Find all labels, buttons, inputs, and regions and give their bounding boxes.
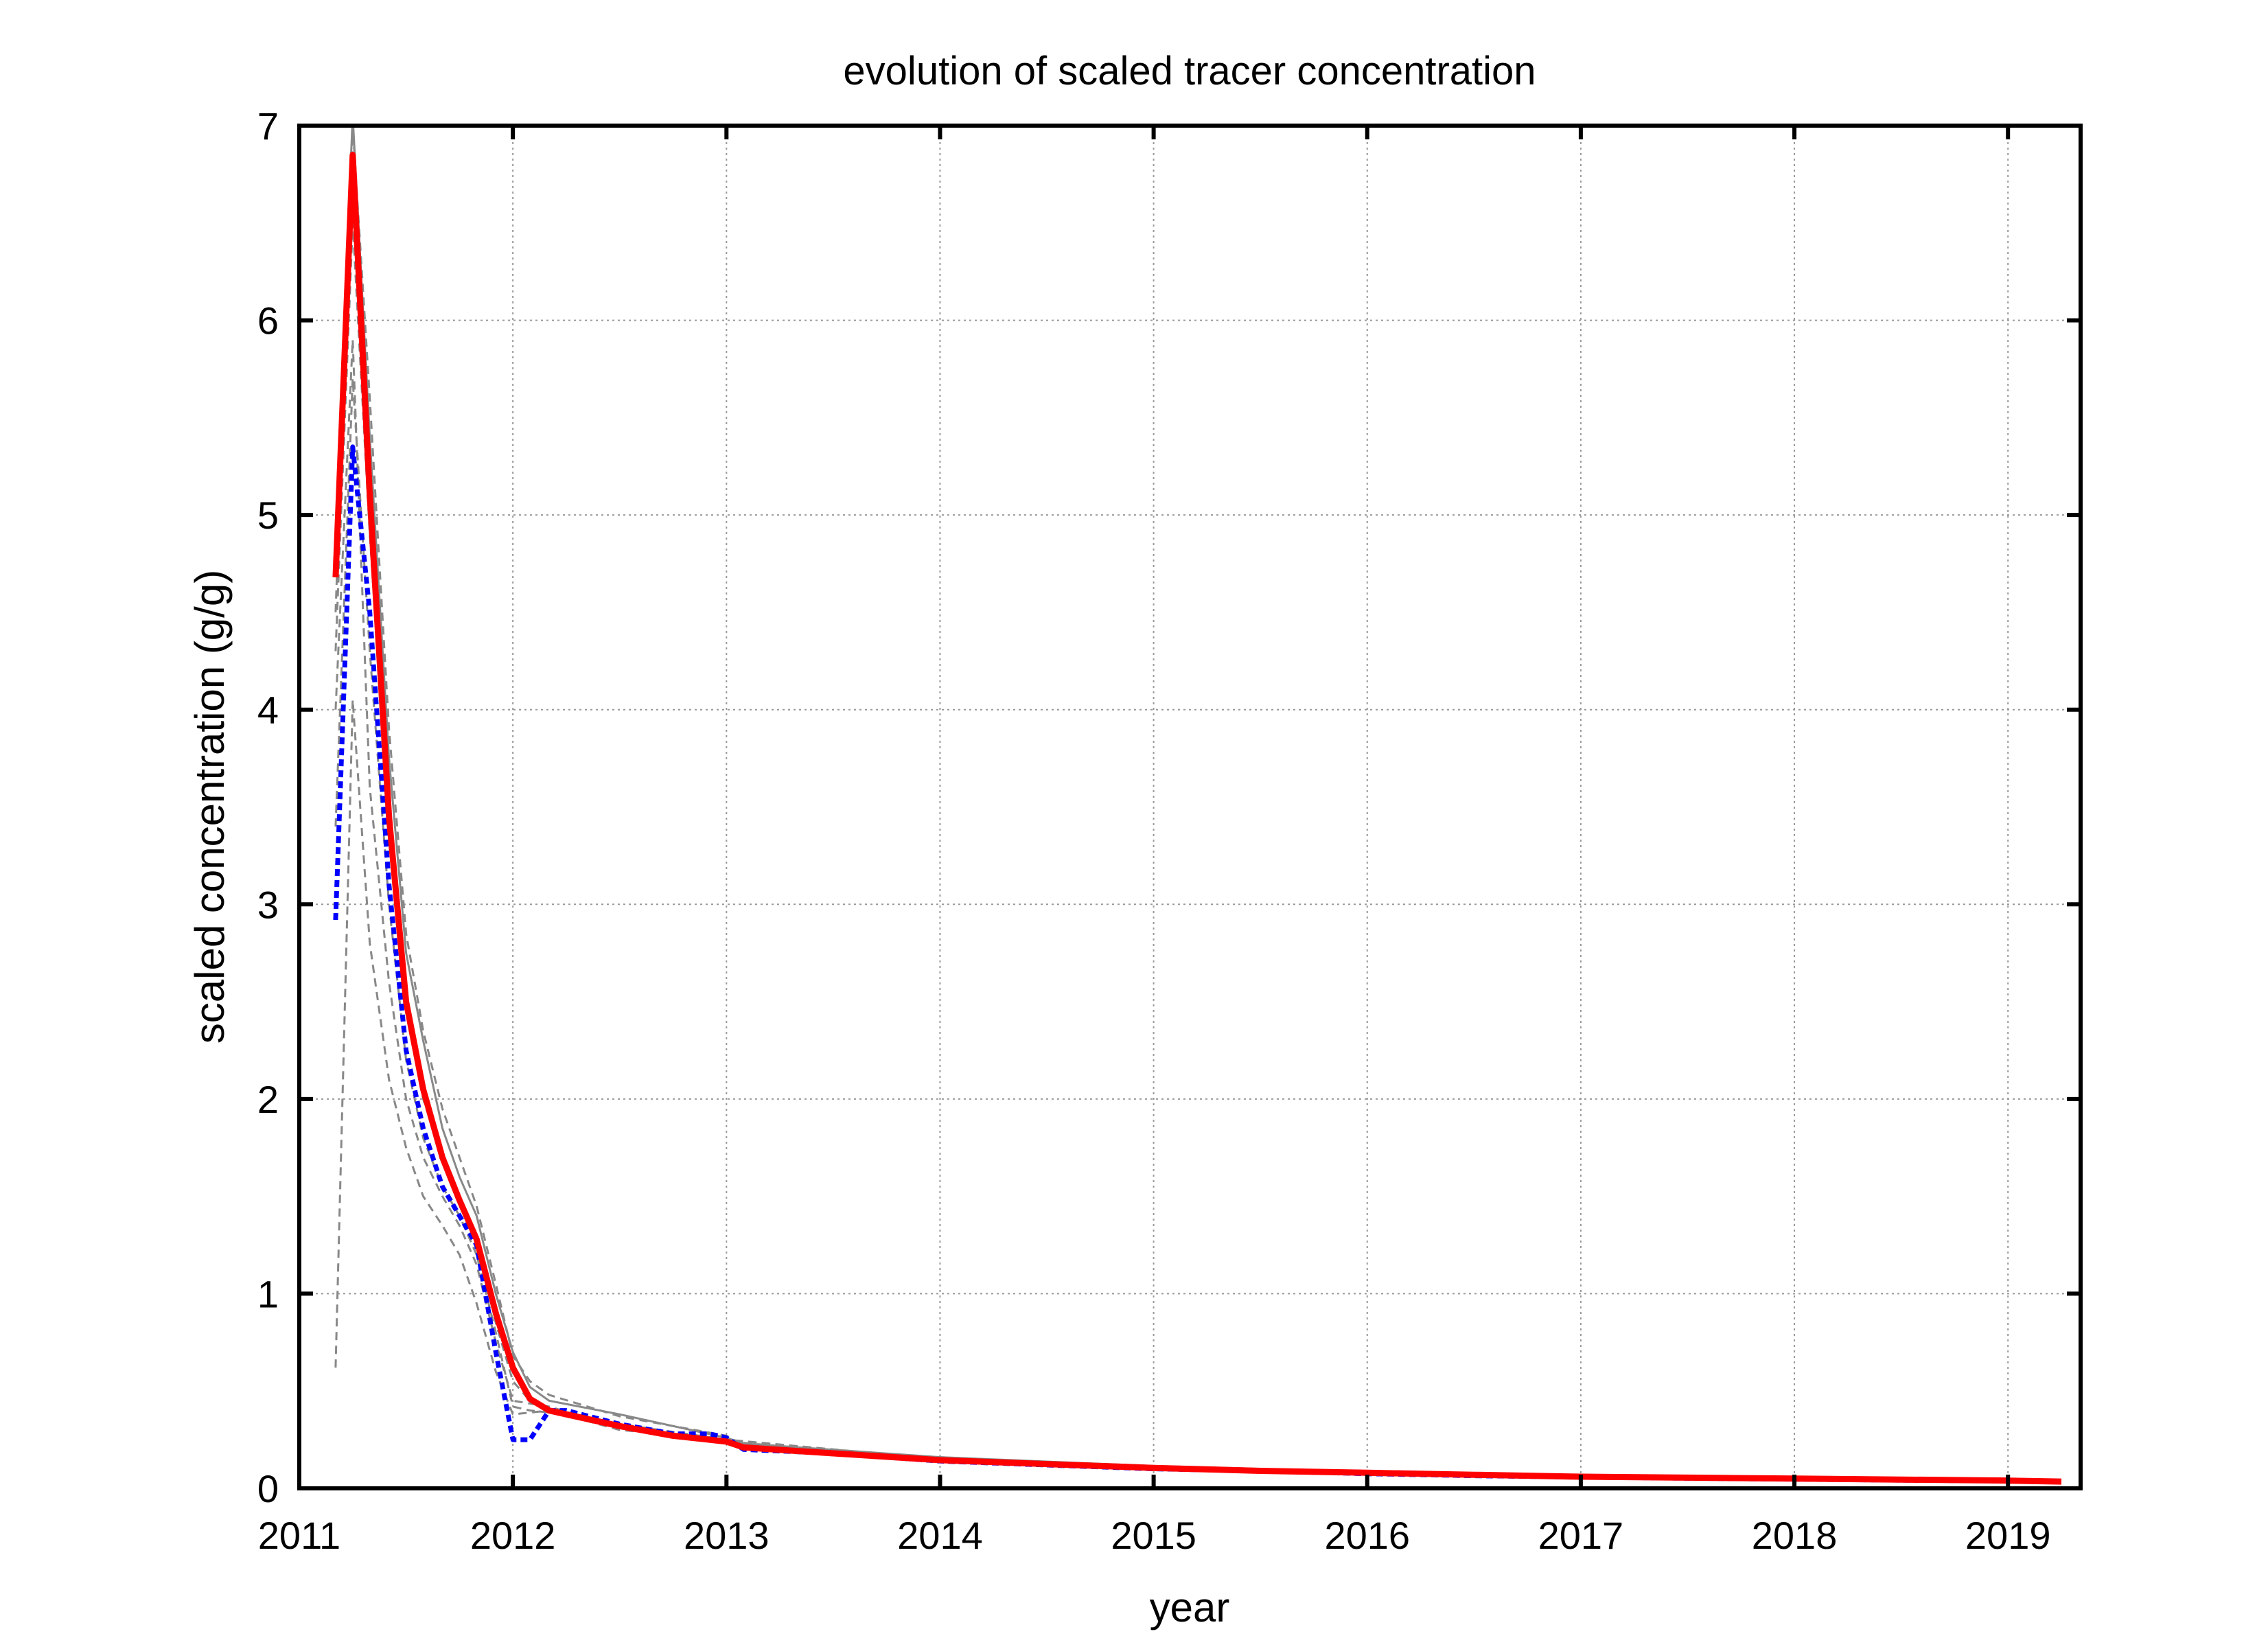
x-axis-label: year bbox=[1150, 1584, 1230, 1630]
y-tick-label: 2 bbox=[257, 1078, 279, 1121]
x-tick-label: 2015 bbox=[1111, 1514, 1196, 1557]
y-tick-label: 7 bbox=[257, 104, 279, 148]
y-tick-label: 0 bbox=[257, 1467, 279, 1510]
series-layer bbox=[332, 126, 2062, 1485]
x-tick-label: 2016 bbox=[1324, 1514, 1410, 1557]
x-tick-label: 2012 bbox=[470, 1514, 556, 1557]
y-tick-label: 6 bbox=[257, 299, 279, 343]
y-tick-label: 3 bbox=[257, 883, 279, 926]
y-tick-label: 1 bbox=[257, 1272, 279, 1315]
x-tick-label: 2018 bbox=[1752, 1514, 1838, 1557]
y-tick-label: 5 bbox=[257, 494, 279, 537]
x-tick-label: 2019 bbox=[1965, 1514, 2051, 1557]
y-axis-label: scaled concentration (g/g) bbox=[187, 570, 233, 1043]
chart-title: evolution of scaled tracer concentration bbox=[843, 49, 1536, 93]
x-tick-label: 2017 bbox=[1538, 1514, 1624, 1557]
axis-ticks: 2011 2012 2013 2014 2015 2016 2017 2018 2019 0 1 2 3… bbox=[257, 104, 2081, 1557]
x-tick-label: 2011 bbox=[258, 1514, 340, 1557]
gridlines bbox=[299, 126, 2081, 1488]
x-tick-label: 2013 bbox=[684, 1514, 769, 1557]
series-line-member bbox=[334, 338, 2062, 1483]
series-line-mean bbox=[332, 152, 2062, 1485]
plot-frame bbox=[297, 124, 2083, 1490]
y-tick-label: 4 bbox=[257, 689, 279, 732]
x-tick-label: 2014 bbox=[897, 1514, 983, 1557]
